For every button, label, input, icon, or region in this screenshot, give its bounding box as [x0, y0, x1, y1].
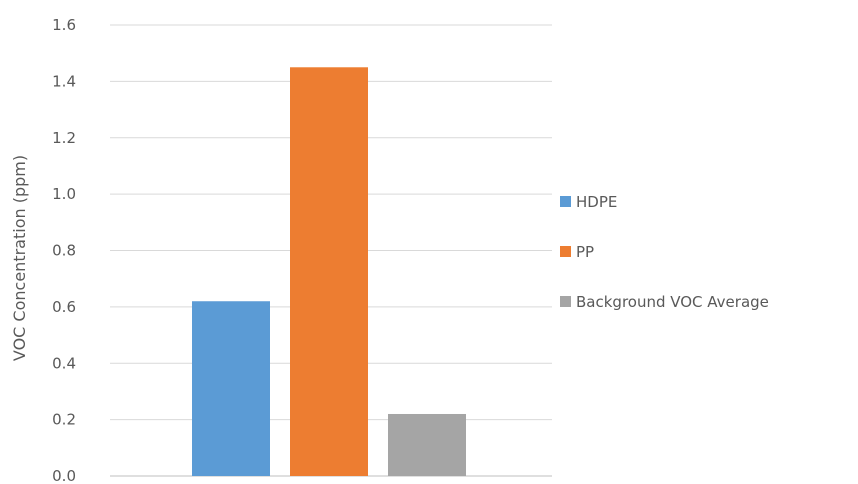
legend: HDPE PP Background VOC Average — [560, 193, 769, 311]
legend-label: Background VOC Average — [576, 293, 769, 311]
legend-swatch — [560, 246, 571, 257]
y-tick-label: 0.2 — [52, 411, 76, 429]
y-axis-title: VOC Concentration (ppm) — [10, 155, 29, 361]
y-tick-label: 0.8 — [52, 242, 76, 260]
y-tick-label: 0.6 — [52, 298, 76, 316]
bar-hdpe — [192, 301, 270, 476]
legend-label: PP — [576, 243, 594, 261]
y-tick-label: 1.0 — [52, 185, 76, 203]
y-tick-label: 0.4 — [52, 354, 76, 372]
bars — [192, 67, 466, 476]
y-tick-label: 1.6 — [52, 16, 76, 34]
legend-swatch — [560, 196, 571, 207]
bar-background-voc-average — [388, 413, 466, 476]
legend-swatch — [560, 296, 571, 307]
legend-label: HDPE — [576, 193, 617, 211]
y-axis-tick-labels: 0.0 0.2 0.4 0.6 0.8 1.0 1.2 1.4 1.6 — [52, 16, 76, 484]
y-tick-label: 1.2 — [52, 129, 76, 147]
y-tick-label: 1.4 — [52, 72, 76, 90]
bar-pp — [290, 67, 368, 476]
y-tick-label: 0.0 — [52, 467, 76, 484]
